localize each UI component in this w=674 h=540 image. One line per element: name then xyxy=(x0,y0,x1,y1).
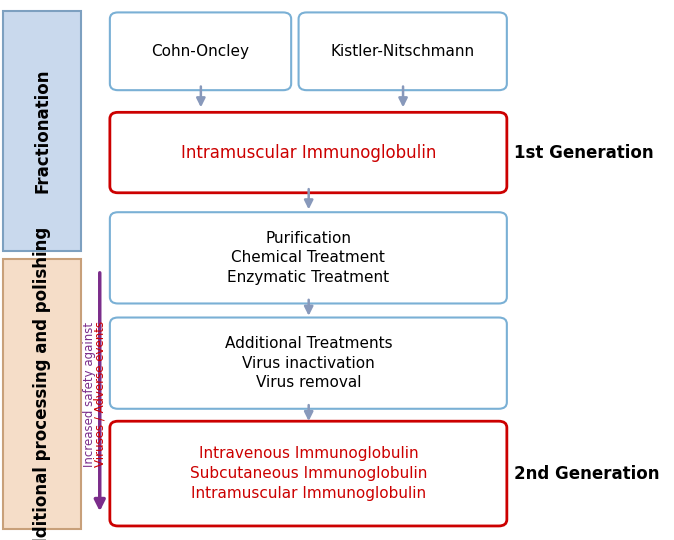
Text: Cohn-Oncley: Cohn-Oncley xyxy=(152,44,249,59)
FancyBboxPatch shape xyxy=(3,259,81,529)
FancyBboxPatch shape xyxy=(3,11,81,251)
Text: 1st Generation: 1st Generation xyxy=(514,144,653,162)
Text: Fractionation: Fractionation xyxy=(33,69,51,193)
FancyBboxPatch shape xyxy=(110,112,507,193)
FancyBboxPatch shape xyxy=(110,12,291,90)
Text: 2nd Generation: 2nd Generation xyxy=(514,464,659,483)
FancyBboxPatch shape xyxy=(299,12,507,90)
FancyBboxPatch shape xyxy=(110,212,507,303)
FancyBboxPatch shape xyxy=(110,421,507,526)
FancyBboxPatch shape xyxy=(110,318,507,409)
Text: Increased safety against: Increased safety against xyxy=(83,322,96,467)
Text: Intravenous Immunoglobulin
Subcutaneous Immunoglobulin
Intramuscular Immunoglobu: Intravenous Immunoglobulin Subcutaneous … xyxy=(189,446,427,501)
Text: Kistler-Nitschmann: Kistler-Nitschmann xyxy=(331,44,474,59)
Text: Additional processing and polishing: Additional processing and polishing xyxy=(33,227,51,540)
Text: Intramuscular Immunoglobulin: Intramuscular Immunoglobulin xyxy=(181,144,436,161)
Text: Purification
Chemical Treatment
Enzymatic Treatment: Purification Chemical Treatment Enzymati… xyxy=(227,231,390,285)
Text: Viruses / Adverse events: Viruses / Adverse events xyxy=(93,321,106,467)
Text: Additional Treatments
Virus inactivation
Virus removal: Additional Treatments Virus inactivation… xyxy=(224,336,392,390)
